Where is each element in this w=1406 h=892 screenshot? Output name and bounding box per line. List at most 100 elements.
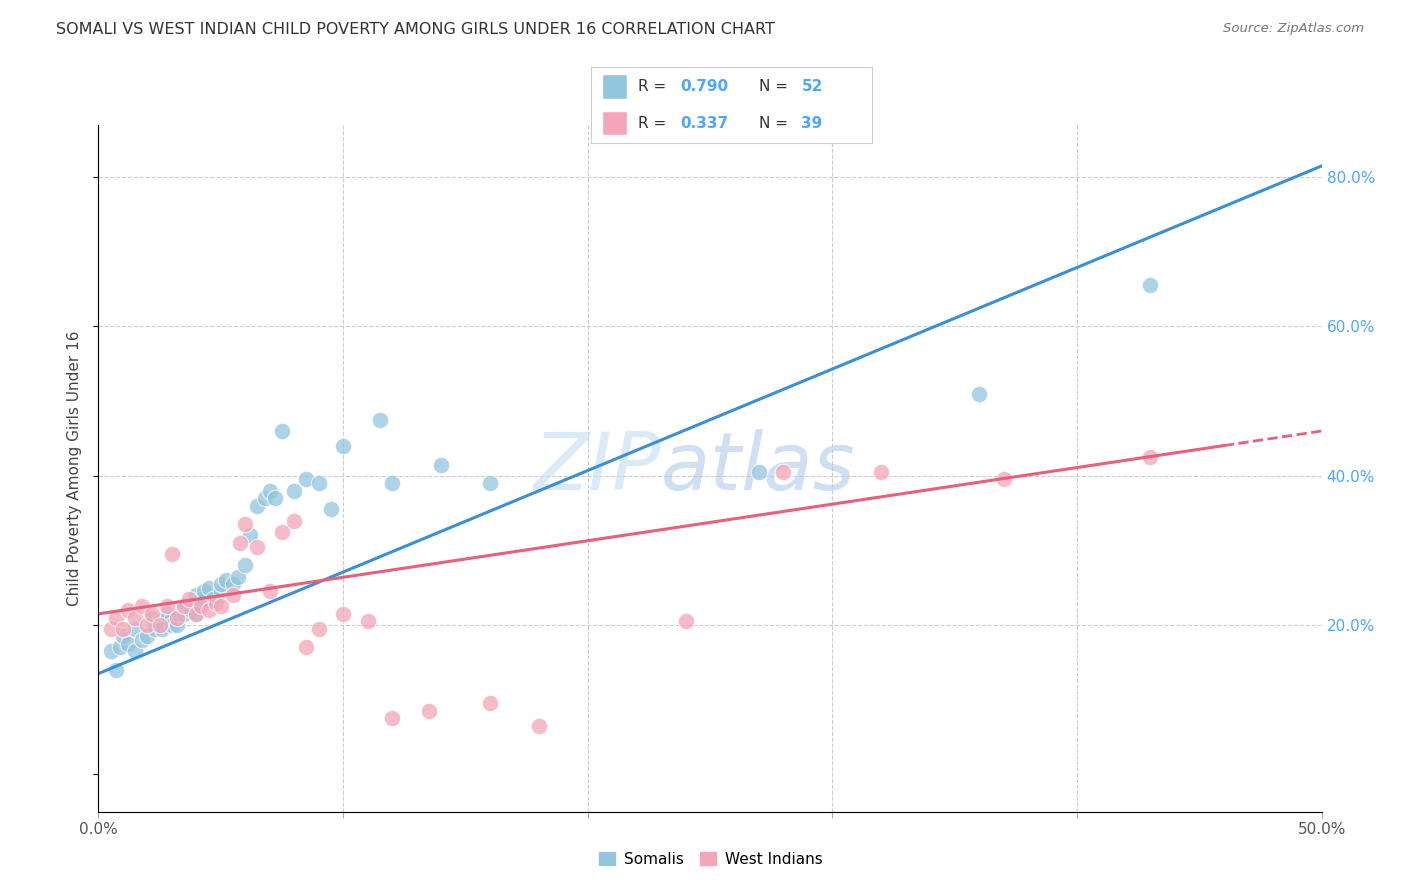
Point	[308, 476, 330, 491]
Point	[270, 424, 294, 438]
Point	[229, 536, 252, 550]
Point	[160, 610, 183, 624]
Point	[253, 491, 276, 505]
Text: N =: N =	[759, 115, 793, 130]
Text: 52: 52	[801, 79, 823, 95]
Point	[214, 574, 236, 588]
Point	[166, 610, 188, 624]
FancyBboxPatch shape	[602, 75, 627, 99]
Text: atlas: atlas	[661, 429, 856, 508]
Point	[180, 603, 202, 617]
Point	[110, 640, 132, 655]
Point	[143, 622, 166, 636]
Point	[368, 413, 391, 427]
Point	[190, 599, 212, 614]
Text: R =: R =	[638, 79, 672, 95]
Point	[160, 547, 183, 561]
Point	[111, 629, 134, 643]
Point	[104, 610, 127, 624]
Legend: Somalis, West Indians: Somalis, West Indians	[592, 845, 828, 872]
Point	[124, 610, 146, 624]
Text: Source: ZipAtlas.com: Source: ZipAtlas.com	[1223, 22, 1364, 36]
Point	[131, 633, 153, 648]
Point	[246, 499, 269, 513]
Point	[283, 514, 305, 528]
Text: 0.790: 0.790	[681, 79, 728, 95]
Point	[295, 640, 318, 655]
Point	[209, 584, 232, 599]
Point	[197, 581, 219, 595]
Point	[870, 465, 893, 479]
Point	[136, 618, 159, 632]
Text: 39: 39	[801, 115, 823, 130]
Point	[209, 599, 232, 614]
Point	[176, 599, 198, 614]
Point	[246, 540, 269, 554]
Point	[381, 711, 404, 725]
Point	[226, 569, 249, 583]
Point	[263, 491, 285, 505]
Point	[156, 607, 179, 621]
Point	[202, 591, 225, 606]
Point	[1139, 278, 1161, 293]
Point	[748, 465, 770, 479]
Point	[283, 483, 305, 498]
Point	[222, 577, 245, 591]
Point	[186, 607, 208, 621]
Point	[193, 584, 215, 599]
Point	[100, 644, 122, 658]
Point	[259, 584, 281, 599]
Point	[197, 603, 219, 617]
Point	[381, 476, 404, 491]
Point	[136, 629, 159, 643]
Point	[117, 637, 139, 651]
Point	[233, 558, 256, 573]
Text: 0.337: 0.337	[681, 115, 728, 130]
Point	[117, 603, 139, 617]
Point	[332, 607, 354, 621]
Point	[124, 644, 146, 658]
Point	[150, 622, 173, 636]
Point	[259, 483, 281, 498]
Point	[104, 663, 127, 677]
Point	[173, 607, 195, 621]
Point	[160, 618, 183, 632]
Point	[478, 697, 501, 711]
Point	[167, 607, 190, 621]
Point	[239, 528, 262, 542]
Point	[141, 607, 163, 621]
Point	[319, 502, 342, 516]
Point	[675, 615, 697, 629]
Point	[205, 596, 228, 610]
Point	[967, 386, 990, 401]
Point	[177, 591, 200, 606]
Point	[430, 458, 453, 472]
Point	[270, 524, 294, 539]
Text: N =: N =	[759, 79, 793, 95]
Point	[527, 719, 550, 733]
Point	[478, 476, 501, 491]
Text: SOMALI VS WEST INDIAN CHILD POVERTY AMONG GIRLS UNDER 16 CORRELATION CHART: SOMALI VS WEST INDIAN CHILD POVERTY AMON…	[56, 22, 775, 37]
Point	[332, 439, 354, 453]
Point	[170, 599, 193, 614]
Point	[993, 473, 1015, 487]
Point	[295, 473, 318, 487]
Point	[186, 588, 208, 602]
Point	[156, 599, 179, 614]
Point	[149, 618, 172, 632]
Point	[186, 607, 208, 621]
Point	[141, 610, 163, 624]
Point	[233, 517, 256, 532]
Y-axis label: Child Poverty Among Girls Under 16: Child Poverty Among Girls Under 16	[67, 331, 83, 606]
FancyBboxPatch shape	[602, 111, 627, 136]
Point	[149, 615, 172, 629]
Text: ZIP: ZIP	[534, 429, 661, 508]
Point	[100, 622, 122, 636]
Point	[190, 591, 212, 606]
Point	[418, 704, 440, 718]
Point	[1139, 450, 1161, 464]
Point	[356, 615, 378, 629]
Point	[111, 622, 134, 636]
Point	[131, 599, 153, 614]
Point	[772, 465, 794, 479]
